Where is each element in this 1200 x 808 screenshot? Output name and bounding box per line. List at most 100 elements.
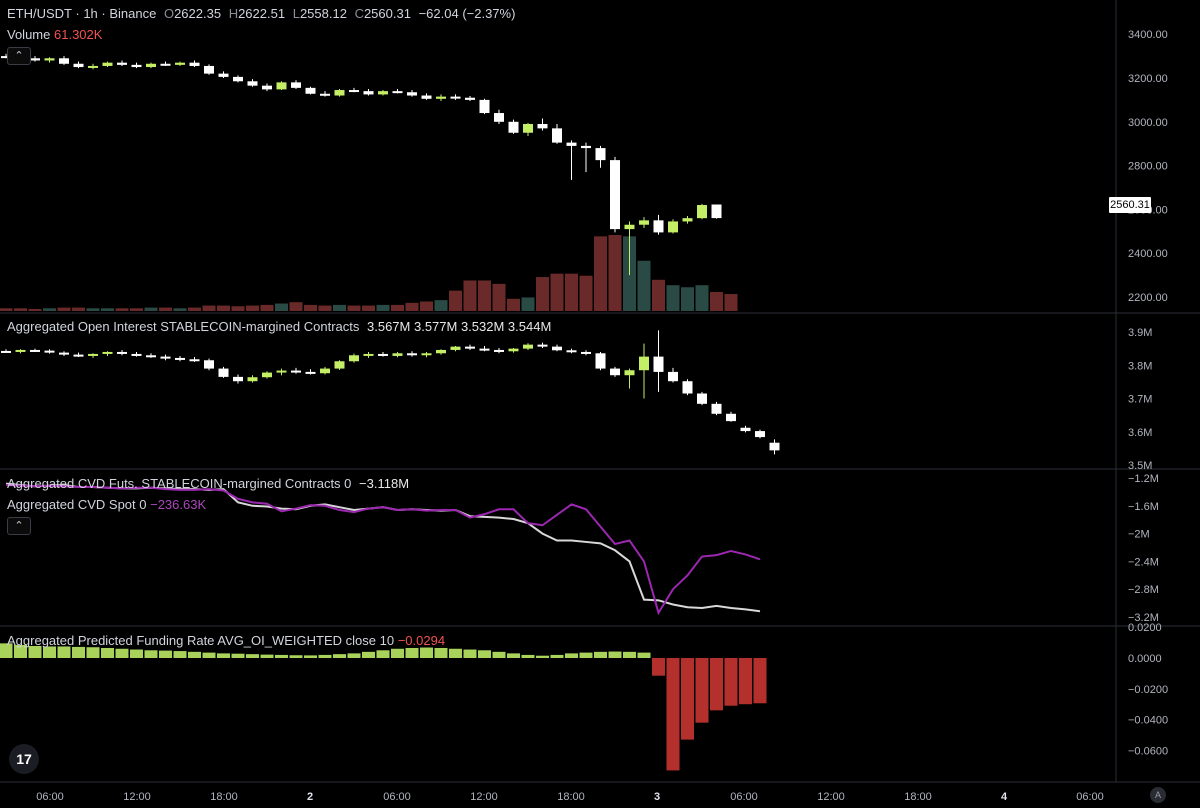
auto-scale-button[interactable]: A [1150, 787, 1166, 803]
time-axis-tick: 4 [1001, 791, 1008, 803]
cvd-spot-line [5, 483, 761, 616]
price-axis-tick: 3400.00 [1128, 29, 1168, 41]
chevron-up-icon[interactable]: ⌃ [7, 47, 31, 65]
funding-bar [463, 649, 477, 658]
volume-bar [608, 235, 622, 311]
oi-candle [88, 353, 98, 356]
funding-bar [666, 658, 680, 771]
oi-axis-tick: 3.6M [1128, 427, 1152, 439]
volume-bar [275, 303, 288, 311]
cvd-futs-value: −3.118M [359, 476, 410, 491]
funding-bar [536, 655, 549, 658]
price-candle [436, 96, 446, 99]
price-candle [668, 221, 678, 233]
oi-candle [160, 356, 171, 359]
price-candle [537, 123, 548, 129]
chevron-up-icon[interactable]: ⌃ [7, 517, 31, 535]
funding-bar [550, 654, 564, 658]
funding-bar [217, 653, 230, 658]
price-candle [581, 145, 591, 149]
price-candle [291, 82, 301, 88]
time-axis-tick: 12:00 [470, 791, 498, 803]
funding-bar [623, 651, 636, 658]
volume-bar [202, 305, 216, 311]
price-candle [349, 90, 359, 93]
price-candle [624, 224, 635, 230]
price-candle [479, 99, 490, 114]
price-candle [421, 95, 432, 99]
oi-candle [218, 368, 229, 377]
funding-bar [362, 651, 375, 658]
price-candle [552, 128, 562, 143]
oi-candle [44, 350, 55, 353]
funding-bar [521, 654, 535, 658]
funding-bar [420, 647, 433, 658]
oi-candle [421, 353, 432, 356]
volume-bar [681, 287, 694, 311]
price-candle [204, 65, 214, 74]
oi-values: 3.567M 3.577M 3.532M 3.544M [367, 319, 552, 334]
price-candle [465, 97, 475, 100]
price-candle [407, 92, 417, 96]
oi-candle [465, 346, 475, 349]
oi-candle [73, 354, 84, 357]
oi-candle [146, 355, 156, 358]
price-candle [160, 63, 171, 66]
oi-candle [320, 368, 330, 374]
cvd-axis-tick: −1.6M [1128, 501, 1159, 513]
time-axis-tick: 18:00 [557, 791, 585, 803]
oi-candle [740, 427, 751, 432]
close-value: 2560.31 [363, 6, 411, 21]
volume-bar [57, 307, 71, 311]
price-candle [334, 90, 345, 96]
volume-label: Volume [7, 27, 51, 42]
volume-bar [260, 304, 274, 311]
oi-candle [508, 348, 519, 352]
funding-bar [710, 658, 723, 711]
oi-candle [117, 351, 127, 354]
volume-bar [43, 308, 56, 311]
funding-axis-tick: −0.0600 [1128, 745, 1168, 757]
funding-bar [739, 658, 752, 705]
volume-bar [28, 308, 42, 311]
oi-candle [566, 350, 577, 353]
oi-candle [30, 349, 40, 352]
price-candle [117, 62, 127, 65]
funding-bar [260, 654, 274, 658]
volume-bar [376, 304, 390, 311]
oi-candle [392, 353, 403, 356]
tradingview-logo[interactable]: 17 [9, 744, 39, 774]
price-candle [363, 91, 374, 95]
open-value: 2622.35 [174, 6, 222, 21]
funding-bar [86, 647, 100, 658]
oi-candle [233, 376, 243, 382]
volume-bar [579, 275, 593, 311]
last-price-tag: 2560.31 [1109, 197, 1151, 213]
funding-bar [144, 650, 158, 658]
symbol-label[interactable]: ETH/USDT · 1h · Binance [7, 6, 157, 21]
funding-bar [43, 646, 56, 658]
volume-bar [405, 302, 419, 311]
price-candle [247, 81, 258, 86]
oi-candle [204, 360, 214, 369]
oi-candle [334, 361, 345, 369]
price-candle [30, 58, 40, 61]
funding-bar [57, 646, 71, 658]
volume-bar [724, 294, 738, 311]
funding-axis-tick: −0.0400 [1128, 715, 1168, 727]
funding-bar [318, 654, 332, 658]
volume-bar [550, 273, 564, 311]
oi-candle [59, 352, 69, 355]
price-axis-tick: 3200.00 [1128, 73, 1168, 85]
oi-candle [755, 431, 765, 438]
funding-bar [594, 651, 607, 658]
price-axis-tick: 2200.00 [1128, 292, 1168, 304]
price-candle [218, 73, 229, 77]
oi-candle [291, 370, 301, 373]
time-axis-tick: 12:00 [123, 791, 151, 803]
oi-candle [407, 353, 417, 356]
funding-bar [376, 650, 390, 658]
funding-bar [246, 654, 259, 658]
volume-bar [478, 280, 491, 311]
